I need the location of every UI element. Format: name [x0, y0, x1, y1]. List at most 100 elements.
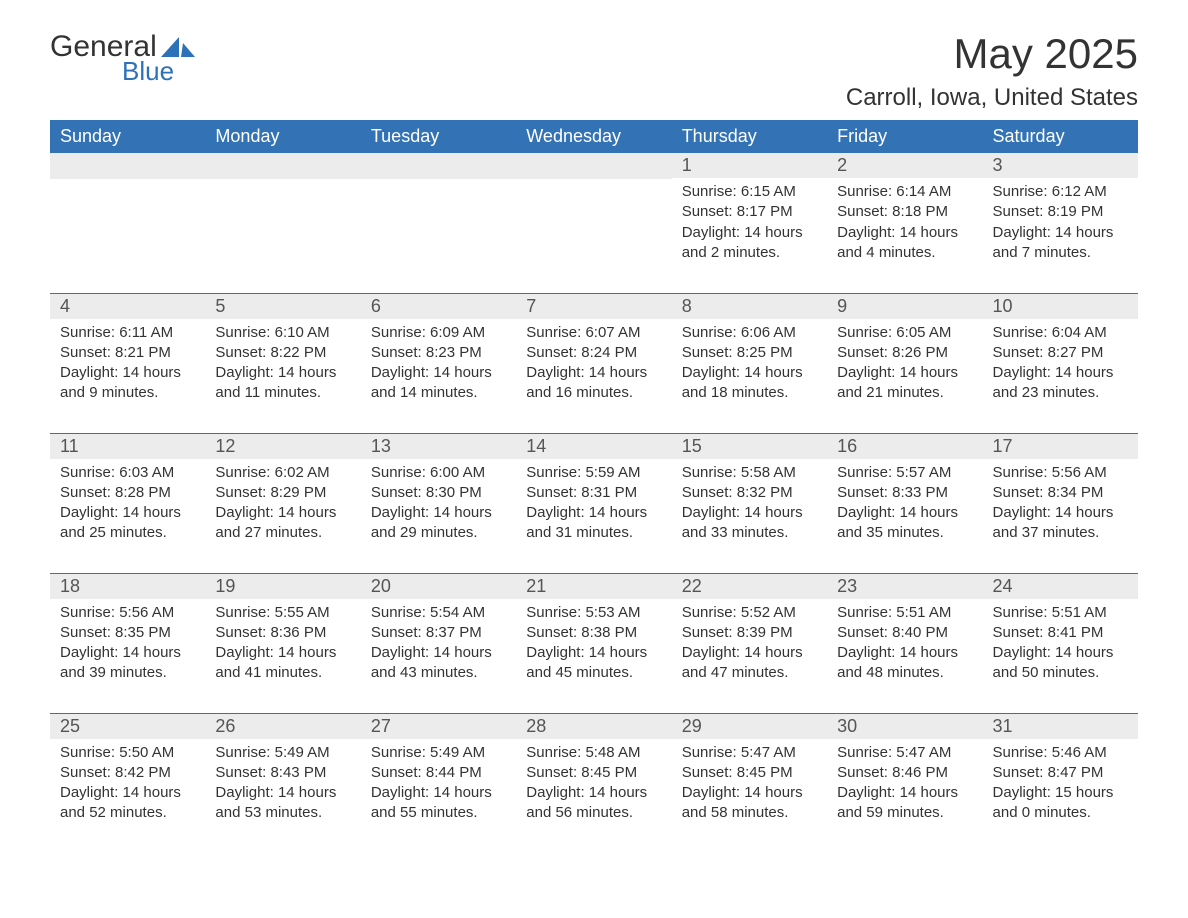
sunrise-text: Sunrise: 5:55 AM [215, 603, 350, 623]
sunset-text: Sunset: 8:24 PM [526, 343, 661, 363]
calendar-week-row: 25Sunrise: 5:50 AMSunset: 8:42 PMDayligh… [50, 713, 1138, 853]
day-details: Sunrise: 5:52 AMSunset: 8:39 PMDaylight:… [672, 599, 827, 692]
calendar-day-cell: 24Sunrise: 5:51 AMSunset: 8:41 PMDayligh… [983, 573, 1138, 713]
sunset-text: Sunset: 8:23 PM [371, 343, 506, 363]
sunrise-text: Sunrise: 5:49 AM [215, 743, 350, 763]
calendar-day-cell: 2Sunrise: 6:14 AMSunset: 8:18 PMDaylight… [827, 153, 982, 293]
day-details: Sunrise: 5:54 AMSunset: 8:37 PMDaylight:… [361, 599, 516, 692]
daylight-text: Daylight: 14 hours and 35 minutes. [837, 503, 972, 544]
calendar-week-row: 4Sunrise: 6:11 AMSunset: 8:21 PMDaylight… [50, 293, 1138, 433]
calendar-week-row: 11Sunrise: 6:03 AMSunset: 8:28 PMDayligh… [50, 433, 1138, 573]
day-details: Sunrise: 5:53 AMSunset: 8:38 PMDaylight:… [516, 599, 671, 692]
weekday-header: Saturday [983, 120, 1138, 153]
sunrise-text: Sunrise: 6:14 AM [837, 182, 972, 202]
calendar-day-cell: 5Sunrise: 6:10 AMSunset: 8:22 PMDaylight… [205, 293, 360, 433]
daylight-text: Daylight: 14 hours and 14 minutes. [371, 363, 506, 404]
calendar-day-cell: 4Sunrise: 6:11 AMSunset: 8:21 PMDaylight… [50, 293, 205, 433]
daylight-text: Daylight: 14 hours and 45 minutes. [526, 643, 661, 684]
day-details: Sunrise: 6:10 AMSunset: 8:22 PMDaylight:… [205, 319, 360, 412]
day-details: Sunrise: 6:00 AMSunset: 8:30 PMDaylight:… [361, 459, 516, 552]
day-number: 27 [361, 714, 516, 739]
day-details: Sunrise: 6:03 AMSunset: 8:28 PMDaylight:… [50, 459, 205, 552]
day-number: 30 [827, 714, 982, 739]
sunrise-text: Sunrise: 5:50 AM [60, 743, 195, 763]
day-details: Sunrise: 6:09 AMSunset: 8:23 PMDaylight:… [361, 319, 516, 412]
calendar-day-cell: 31Sunrise: 5:46 AMSunset: 8:47 PMDayligh… [983, 713, 1138, 853]
calendar-day-cell: 13Sunrise: 6:00 AMSunset: 8:30 PMDayligh… [361, 433, 516, 573]
daylight-text: Daylight: 14 hours and 37 minutes. [993, 503, 1128, 544]
daylight-text: Daylight: 14 hours and 53 minutes. [215, 783, 350, 824]
day-number: 19 [205, 574, 360, 599]
daylight-text: Daylight: 14 hours and 31 minutes. [526, 503, 661, 544]
weekday-header: Friday [827, 120, 982, 153]
day-number: 11 [50, 434, 205, 459]
daylight-text: Daylight: 14 hours and 41 minutes. [215, 643, 350, 684]
day-details: Sunrise: 6:02 AMSunset: 8:29 PMDaylight:… [205, 459, 360, 552]
day-details: Sunrise: 5:56 AMSunset: 8:34 PMDaylight:… [983, 459, 1138, 552]
day-details: Sunrise: 5:55 AMSunset: 8:36 PMDaylight:… [205, 599, 360, 692]
day-number: 21 [516, 574, 671, 599]
sunset-text: Sunset: 8:29 PM [215, 483, 350, 503]
day-number: 3 [983, 153, 1138, 178]
day-number: 26 [205, 714, 360, 739]
day-details: Sunrise: 5:59 AMSunset: 8:31 PMDaylight:… [516, 459, 671, 552]
day-number: 20 [361, 574, 516, 599]
day-number: 12 [205, 434, 360, 459]
title-block: May 2025 Carroll, Iowa, United States [846, 30, 1138, 112]
daylight-text: Daylight: 14 hours and 27 minutes. [215, 503, 350, 544]
day-number: 14 [516, 434, 671, 459]
sunset-text: Sunset: 8:42 PM [60, 763, 195, 783]
day-details: Sunrise: 5:51 AMSunset: 8:41 PMDaylight:… [983, 599, 1138, 692]
sunset-text: Sunset: 8:36 PM [215, 623, 350, 643]
day-number: 23 [827, 574, 982, 599]
day-number: 10 [983, 294, 1138, 319]
sunset-text: Sunset: 8:38 PM [526, 623, 661, 643]
sunrise-text: Sunrise: 6:00 AM [371, 463, 506, 483]
day-details: Sunrise: 6:12 AMSunset: 8:19 PMDaylight:… [983, 178, 1138, 271]
brand-logo: General Blue [50, 30, 195, 87]
day-details: Sunrise: 6:15 AMSunset: 8:17 PMDaylight:… [672, 178, 827, 271]
sunrise-text: Sunrise: 5:51 AM [993, 603, 1128, 623]
sunset-text: Sunset: 8:30 PM [371, 483, 506, 503]
day-details: Sunrise: 5:49 AMSunset: 8:44 PMDaylight:… [361, 739, 516, 832]
page-header: General Blue May 2025 Carroll, Iowa, Uni… [50, 30, 1138, 112]
day-details: Sunrise: 5:48 AMSunset: 8:45 PMDaylight:… [516, 739, 671, 832]
daylight-text: Daylight: 14 hours and 25 minutes. [60, 503, 195, 544]
calendar-day-cell: 22Sunrise: 5:52 AMSunset: 8:39 PMDayligh… [672, 573, 827, 713]
daylight-text: Daylight: 14 hours and 39 minutes. [60, 643, 195, 684]
day-number: 7 [516, 294, 671, 319]
calendar-day-cell: 17Sunrise: 5:56 AMSunset: 8:34 PMDayligh… [983, 433, 1138, 573]
day-number: 29 [672, 714, 827, 739]
day-number: 5 [205, 294, 360, 319]
day-number: 18 [50, 574, 205, 599]
sunset-text: Sunset: 8:22 PM [215, 343, 350, 363]
day-details: Sunrise: 6:11 AMSunset: 8:21 PMDaylight:… [50, 319, 205, 412]
day-number: 22 [672, 574, 827, 599]
daylight-text: Daylight: 14 hours and 4 minutes. [837, 223, 972, 264]
sunset-text: Sunset: 8:41 PM [993, 623, 1128, 643]
sunrise-text: Sunrise: 6:09 AM [371, 323, 506, 343]
sunset-text: Sunset: 8:27 PM [993, 343, 1128, 363]
calendar-table: Sunday Monday Tuesday Wednesday Thursday… [50, 120, 1138, 853]
daylight-text: Daylight: 14 hours and 58 minutes. [682, 783, 817, 824]
daylight-text: Daylight: 14 hours and 43 minutes. [371, 643, 506, 684]
day-details: Sunrise: 5:58 AMSunset: 8:32 PMDaylight:… [672, 459, 827, 552]
day-number: 9 [827, 294, 982, 319]
calendar-day-cell: 3Sunrise: 6:12 AMSunset: 8:19 PMDaylight… [983, 153, 1138, 293]
sunset-text: Sunset: 8:47 PM [993, 763, 1128, 783]
sunset-text: Sunset: 8:31 PM [526, 483, 661, 503]
calendar-day-cell: 14Sunrise: 5:59 AMSunset: 8:31 PMDayligh… [516, 433, 671, 573]
weekday-header: Thursday [672, 120, 827, 153]
day-details: Sunrise: 5:50 AMSunset: 8:42 PMDaylight:… [50, 739, 205, 832]
day-details: Sunrise: 6:14 AMSunset: 8:18 PMDaylight:… [827, 178, 982, 271]
calendar-day-cell: 11Sunrise: 6:03 AMSunset: 8:28 PMDayligh… [50, 433, 205, 573]
calendar-day-cell: 1Sunrise: 6:15 AMSunset: 8:17 PMDaylight… [672, 153, 827, 293]
sunset-text: Sunset: 8:45 PM [682, 763, 817, 783]
sunrise-text: Sunrise: 5:52 AM [682, 603, 817, 623]
sunrise-text: Sunrise: 6:12 AM [993, 182, 1128, 202]
day-number: 28 [516, 714, 671, 739]
calendar-day-cell: 20Sunrise: 5:54 AMSunset: 8:37 PMDayligh… [361, 573, 516, 713]
day-number: 16 [827, 434, 982, 459]
calendar-day-cell: 12Sunrise: 6:02 AMSunset: 8:29 PMDayligh… [205, 433, 360, 573]
weekday-header-row: Sunday Monday Tuesday Wednesday Thursday… [50, 120, 1138, 153]
